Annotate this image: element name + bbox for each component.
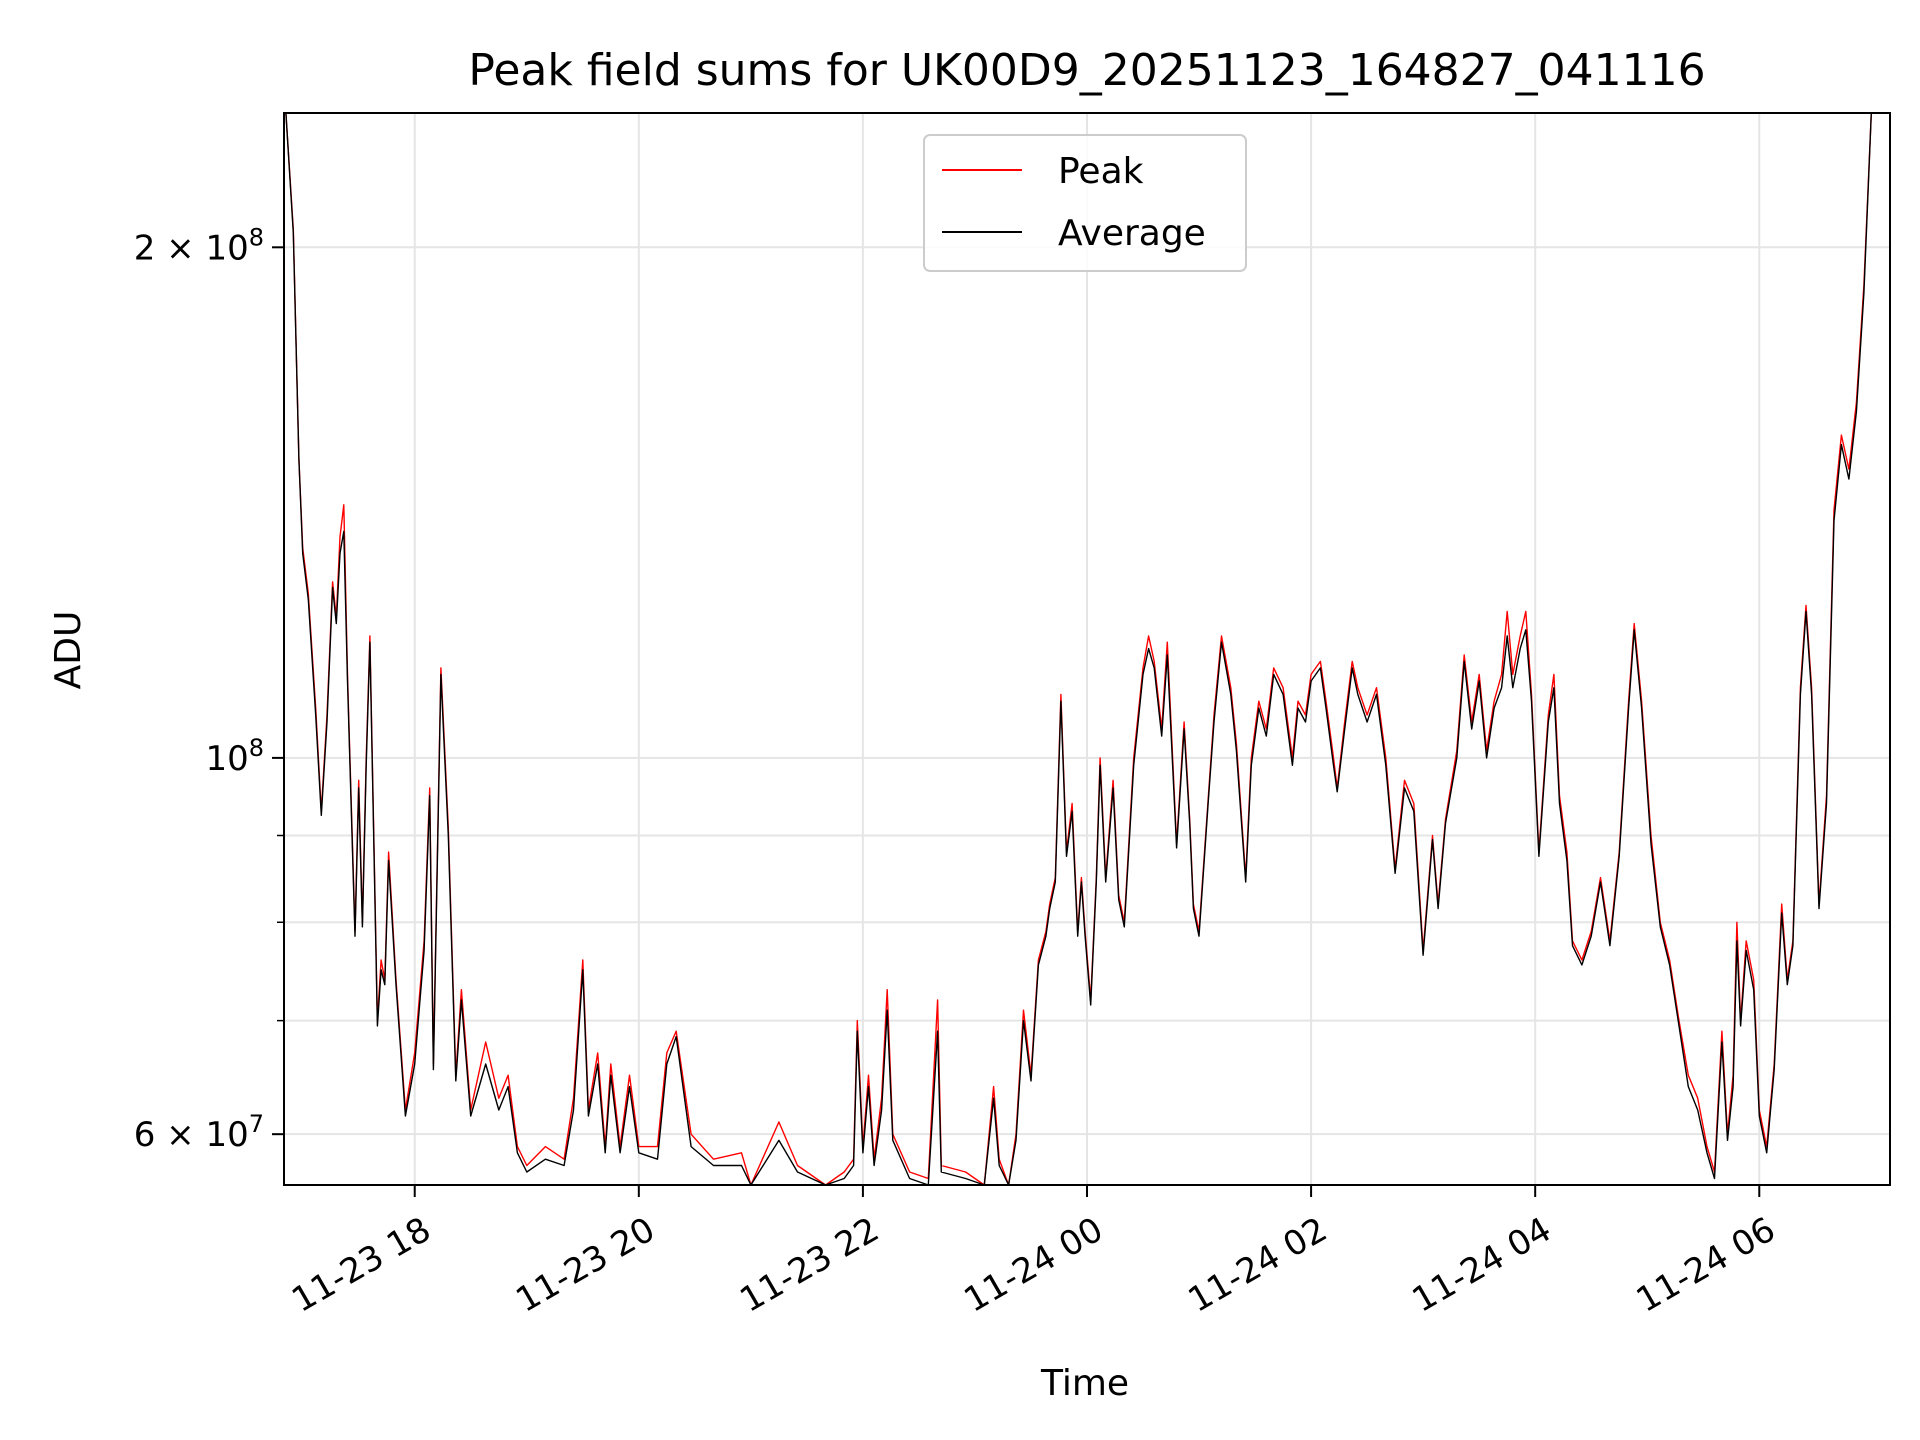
y-tick-label: 2 × 108 bbox=[134, 223, 264, 268]
y-tick-label: 108 bbox=[205, 734, 264, 779]
y-axis: 6 × 107 108 2 × 108 bbox=[134, 223, 284, 1155]
chart-title: Peak field sums for UK00D9_20251123_1648… bbox=[468, 45, 1705, 96]
legend-average-label: Average bbox=[1058, 213, 1206, 254]
series-layer bbox=[285, 112, 1872, 1186]
legend-peak-label: Peak bbox=[1058, 151, 1144, 192]
y-tick-label: 6 × 107 bbox=[134, 1110, 264, 1155]
x-axis-label: Time bbox=[1040, 1363, 1129, 1404]
series-line-average bbox=[285, 112, 1872, 1186]
y-axis-label: ADU bbox=[48, 611, 89, 690]
grid bbox=[284, 113, 1890, 1185]
legend: Peak Average bbox=[923, 134, 1247, 272]
